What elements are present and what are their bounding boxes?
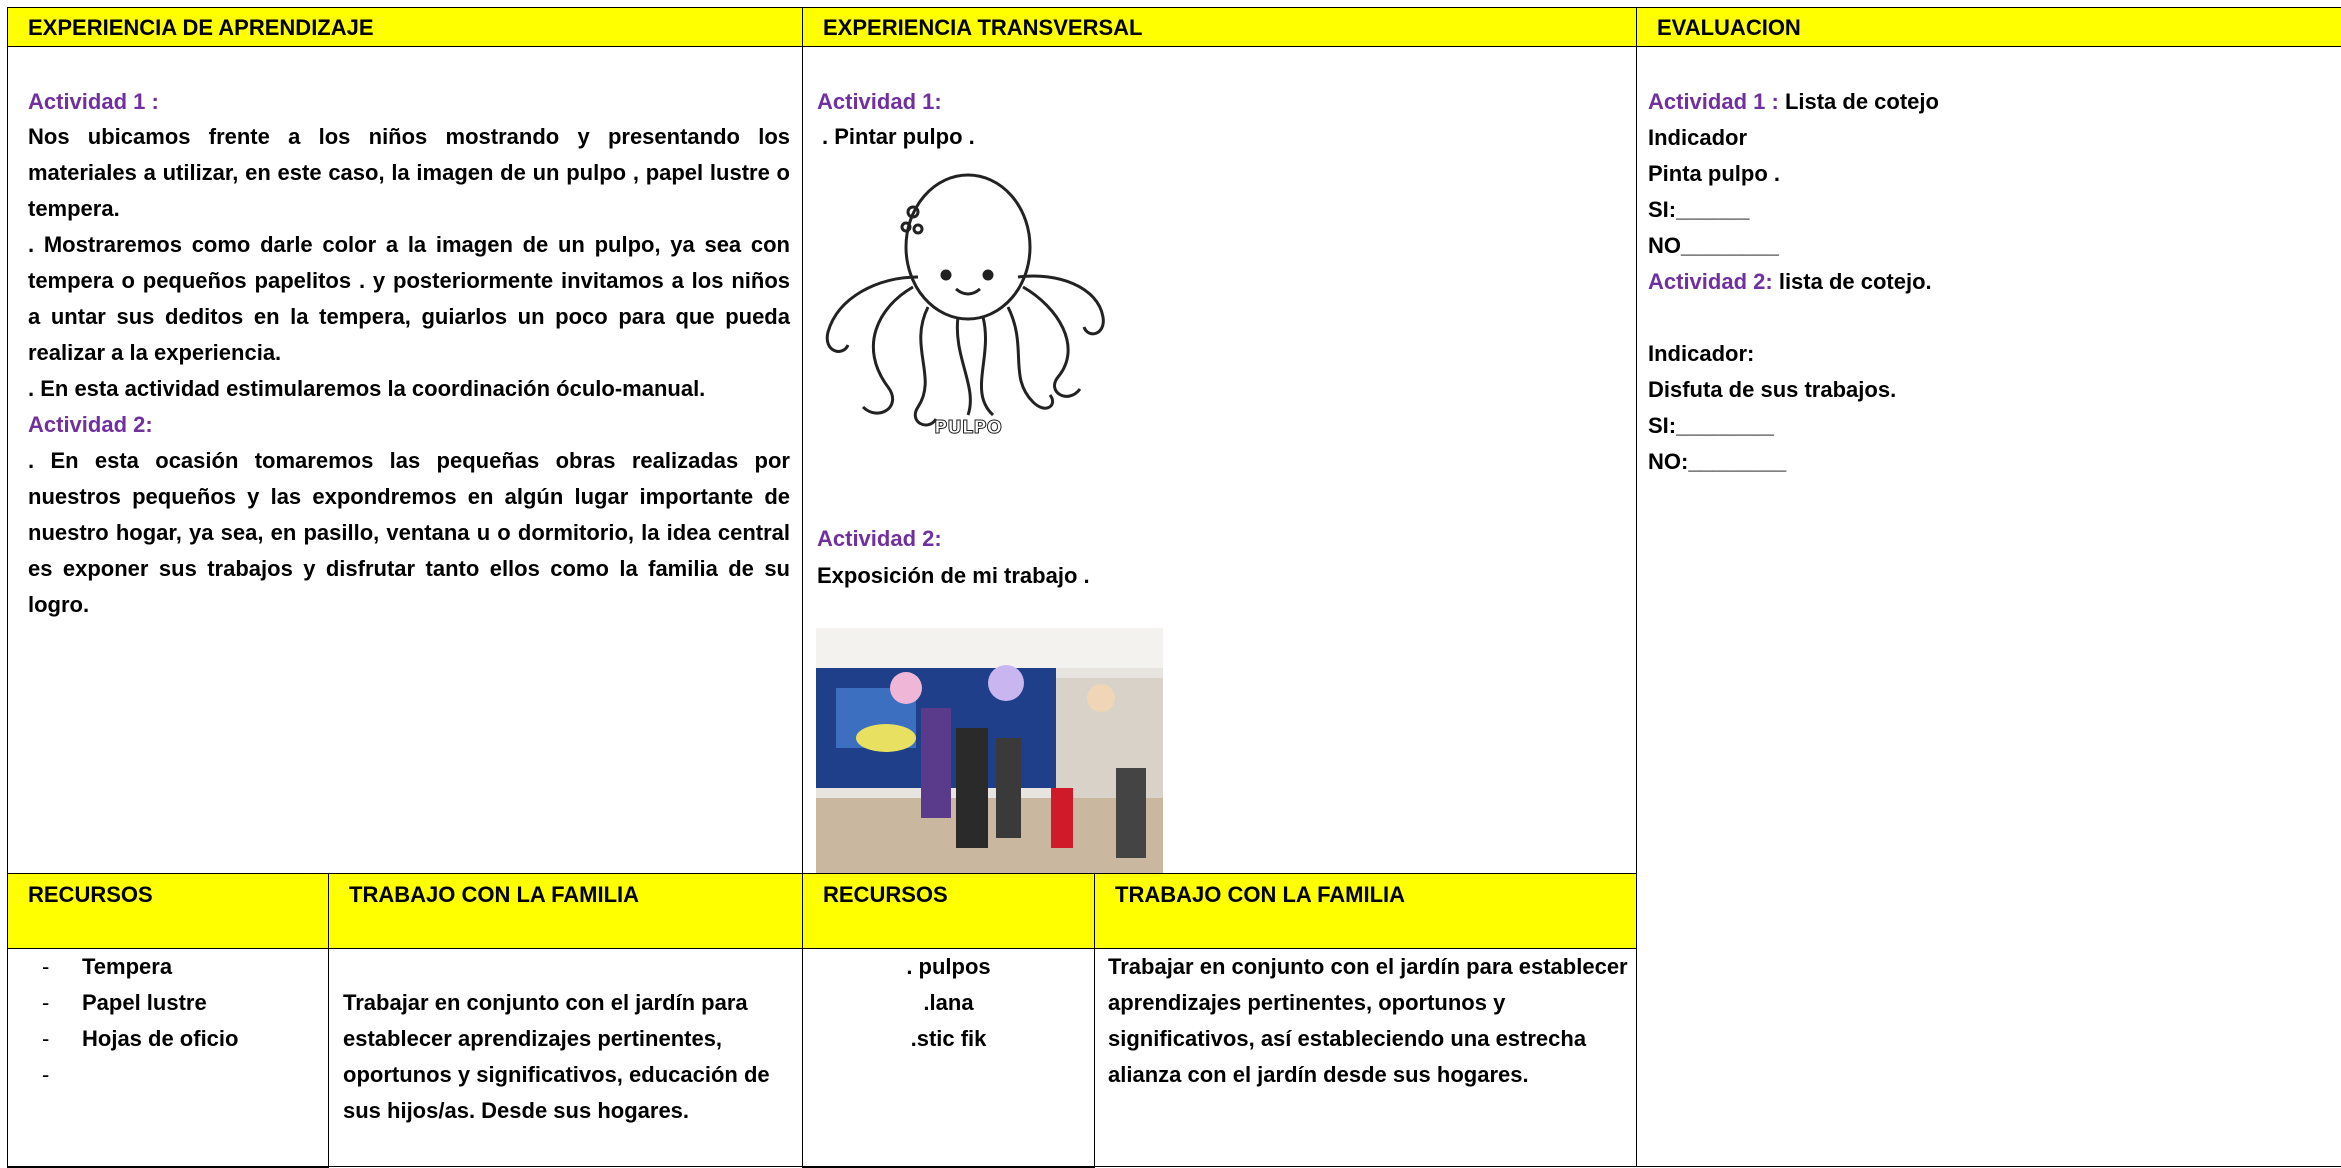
spacer — [1648, 300, 2328, 336]
paragraph: . En esta ocasión tomaremos las pequeñas… — [28, 448, 790, 617]
eval-line: SI:______ — [1648, 197, 1750, 222]
image-caption: PULPO — [934, 417, 1002, 438]
activity-label: Actividad 1 : — [1648, 89, 1779, 114]
octopus-image: PULPO — [825, 173, 1105, 439]
resource-item: - Papel lustre — [20, 985, 320, 1021]
header: TRABAJO CON LA FAMILIA — [328, 873, 803, 949]
resource-item: - Tempera — [20, 949, 320, 985]
bullet: - — [42, 1062, 50, 1087]
resource-item: - Hojas de oficio — [20, 1021, 320, 1057]
eval-line: Actividad 1 : Lista de cotejo — [1648, 84, 2328, 120]
photo — [816, 628, 1163, 873]
eval-line: Indicador — [1648, 125, 1748, 150]
header: RECURSOS — [7, 873, 329, 949]
header: RECURSOS — [802, 873, 1095, 949]
activity-label: Actividad 2: — [1648, 269, 1773, 294]
eval-line: Actividad 2: lista de cotejo. — [1648, 264, 2328, 300]
eval-line: Disfuta de sus trabajos. — [1648, 377, 1897, 402]
eval-line: Indicador: — [1648, 341, 1755, 366]
header: EVALUACION — [1636, 7, 2341, 47]
eval-line: NO________ — [1648, 233, 1779, 258]
paragraph: . En esta actividad estimularemos la coo… — [28, 376, 706, 401]
evaluation-block: Actividad 1 : Lista de cotejo Indicador Pi… — [1648, 84, 2328, 480]
bullet: - — [42, 990, 50, 1015]
paragraph: Nos ubicamos frente a los niños mostrand… — [28, 124, 790, 221]
header: TRABAJO CON LA FAMILIA — [1094, 873, 1637, 949]
resource-item: . pulpos — [906, 954, 991, 979]
family-text: Trabajar en conjunto con el jardín para … — [343, 990, 770, 1123]
resource-text: Tempera — [82, 954, 173, 979]
resource-text: Hojas de oficio — [82, 1026, 239, 1051]
resource-text: Papel lustre — [82, 990, 207, 1015]
activity-label: Actividad 1 : — [28, 89, 159, 114]
eval-line: Pinta pulpo . — [1648, 161, 1780, 186]
header: EXPERIENCIA TRANSVERSAL — [802, 7, 1637, 47]
resource-list: . pulpos .lana .stic fik — [802, 949, 1095, 1057]
header: EXPERIENCIA DE APRENDIZAJE — [7, 7, 803, 47]
bullet: - — [42, 954, 50, 979]
resource-list: - Tempera - Papel lustre - Hojas de oficio - — [20, 949, 320, 1093]
resource-item: - — [20, 1057, 320, 1093]
text: Exposición de mi trabajo . — [817, 563, 1090, 588]
activity-label: Actividad 2: — [28, 412, 153, 437]
activity-label: Actividad 1: — [817, 89, 942, 114]
family-text: Trabajar en conjunto con el jardín para … — [1108, 954, 1628, 1087]
resource-item: .stic fik — [910, 1026, 987, 1051]
eval-line: NO:________ — [1648, 449, 1787, 474]
eval-tool: Lista de cotejo — [1784, 89, 1939, 114]
bullet: - — [42, 1026, 50, 1051]
paragraph: . Mostraremos como darle color a la imag… — [28, 232, 790, 365]
resource-item: .lana — [923, 990, 974, 1015]
text: . Pintar pulpo . — [822, 124, 975, 149]
eval-line: SI:________ — [1648, 413, 1774, 438]
eval-tool: lista de cotejo. — [1778, 269, 1932, 294]
activity-label: Actividad 2: — [817, 526, 942, 551]
text-block: Nos ubicamos frente a los niños mostrand… — [28, 119, 790, 623]
